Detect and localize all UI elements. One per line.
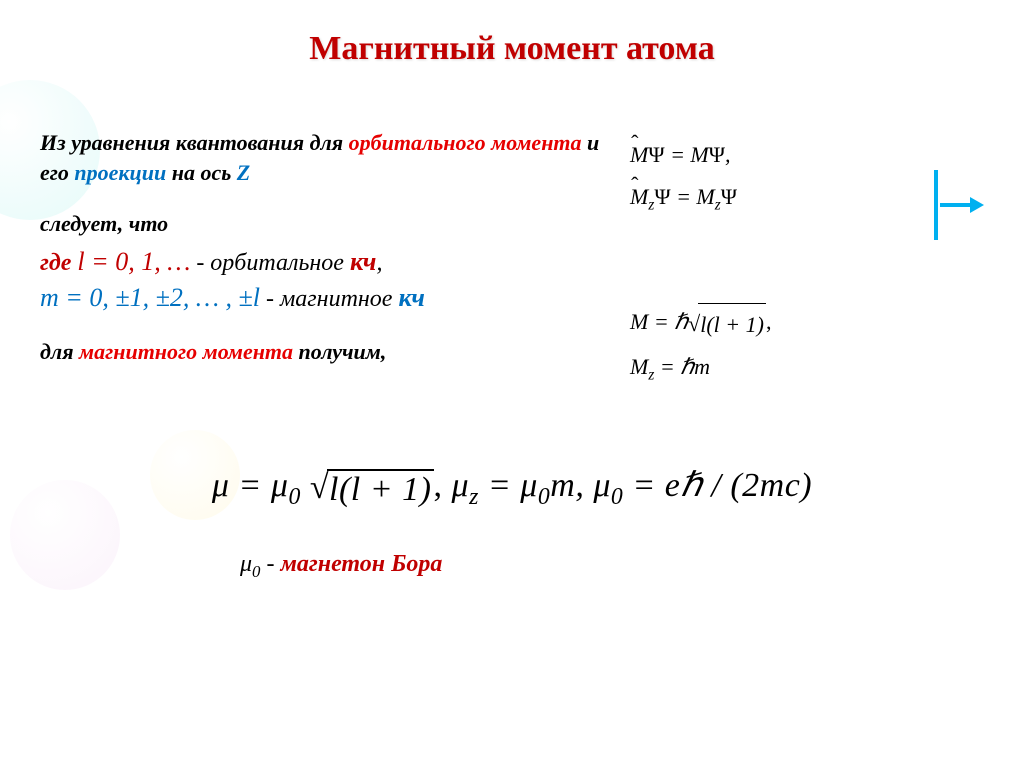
- eq-M-comma: ,: [766, 309, 772, 334]
- magnetic-moment-equation: μ = μ0 √l(l + 1), μz = μ0m, μ0 = eℏ / (2…: [40, 465, 984, 511]
- line-m-quantum: m = 0, ±1, ±2, … , ±l - магнитное кч: [40, 283, 600, 313]
- paragraph-magnetic-moment: для магнитного момента получим,: [40, 337, 600, 367]
- bohr-label: магнетон Бора: [280, 551, 442, 577]
- line-l-quantum: где l = 0, 1, … - орбитальное кч,: [40, 247, 600, 277]
- text-where: где: [40, 250, 77, 276]
- paragraph-follows: следует, что: [40, 209, 600, 239]
- bigeq-rad: l(l + 1): [327, 469, 433, 509]
- eq-operator-M: MΨ = MΨ,: [630, 134, 984, 176]
- bohr-mu: μ: [240, 551, 252, 577]
- bigeq-muz: μ: [452, 467, 470, 504]
- text-follows: следует, что: [40, 211, 168, 236]
- text-axis-z: Z: [237, 160, 250, 185]
- arrow-head: [970, 197, 984, 213]
- eq-Mz-eigen: Mz = ℏm: [630, 346, 984, 390]
- left-column: Из уравнения квантования для орбитальног…: [40, 128, 600, 375]
- text-l-desc: - орбитальное: [190, 250, 350, 276]
- text-magnetic-moment: магнитного момента: [79, 339, 293, 364]
- bigeq-muz-r: = μ: [479, 467, 538, 504]
- slide: Магнитный момент атома Из уравнения кван…: [0, 0, 1024, 767]
- text-m-eq: m = 0, ±1, ±2, … , ±l: [40, 283, 260, 312]
- bigeq-muz-m: m,: [550, 467, 584, 504]
- eq-M-eigen: M = ℏ√l(l + 1),: [630, 301, 984, 345]
- bohr-magneton-line: μ0 - магнетон Бора: [240, 551, 984, 582]
- bigeq-sub0-1: 0: [288, 484, 300, 510]
- bigeq-muz-sub: z: [469, 484, 479, 510]
- text-on-axis: на ось: [166, 160, 237, 185]
- paragraph-quantization: Из уравнения квантования для орбитальног…: [40, 128, 600, 187]
- text-from-eq: Из уравнения квантования для: [40, 130, 349, 155]
- eq-Mz-lhs: M: [630, 354, 648, 379]
- eq-M-rad: l(l + 1): [698, 303, 766, 346]
- text-kch-magnetic: кч: [398, 283, 424, 312]
- arrow-stem: [940, 203, 970, 207]
- text-l-comma: ,: [376, 250, 382, 276]
- eq-M-lhs: M = ℏ: [630, 309, 688, 334]
- right-column: MΨ = MΨ, MzΨ = MzΨ M = ℏ√l(l + 1), Mz = …: [630, 128, 984, 405]
- bigeq-c1: ,: [434, 467, 452, 504]
- bigeq-sub0-3: 0: [611, 484, 623, 510]
- eigenvalue-equations: M = ℏ√l(l + 1), Mz = ℏm: [630, 301, 984, 389]
- text-for: для: [40, 339, 79, 364]
- bigeq-mu0-r: = eℏ / (2mc): [623, 467, 812, 504]
- text-m-desc: - магнитное: [260, 286, 398, 312]
- bohr-dash: -: [260, 551, 280, 577]
- text-projection: проекции: [74, 160, 166, 185]
- arrow-icon: [934, 170, 984, 240]
- bigeq-mu: μ = μ: [212, 467, 289, 504]
- text-kch-orbital: кч: [350, 247, 376, 276]
- eq-Mz-rhs: = ℏm: [654, 354, 710, 379]
- text-l-eq: l = 0, 1, …: [77, 247, 190, 276]
- slide-title: Магнитный момент атома: [40, 30, 984, 68]
- operator-equations: MΨ = MΨ, MzΨ = MzΨ: [630, 134, 984, 219]
- content-row: Из уравнения квантования для орбитальног…: [40, 128, 984, 405]
- arrow-bar: [934, 170, 938, 240]
- eq-operator-Mz: MzΨ = MzΨ: [630, 176, 984, 220]
- text-orbital-moment: орбитального момента: [349, 130, 582, 155]
- bigeq-sub0-2: 0: [538, 484, 550, 510]
- text-obtain: получим,: [293, 339, 386, 364]
- bigeq-mu0-l: μ: [593, 467, 611, 504]
